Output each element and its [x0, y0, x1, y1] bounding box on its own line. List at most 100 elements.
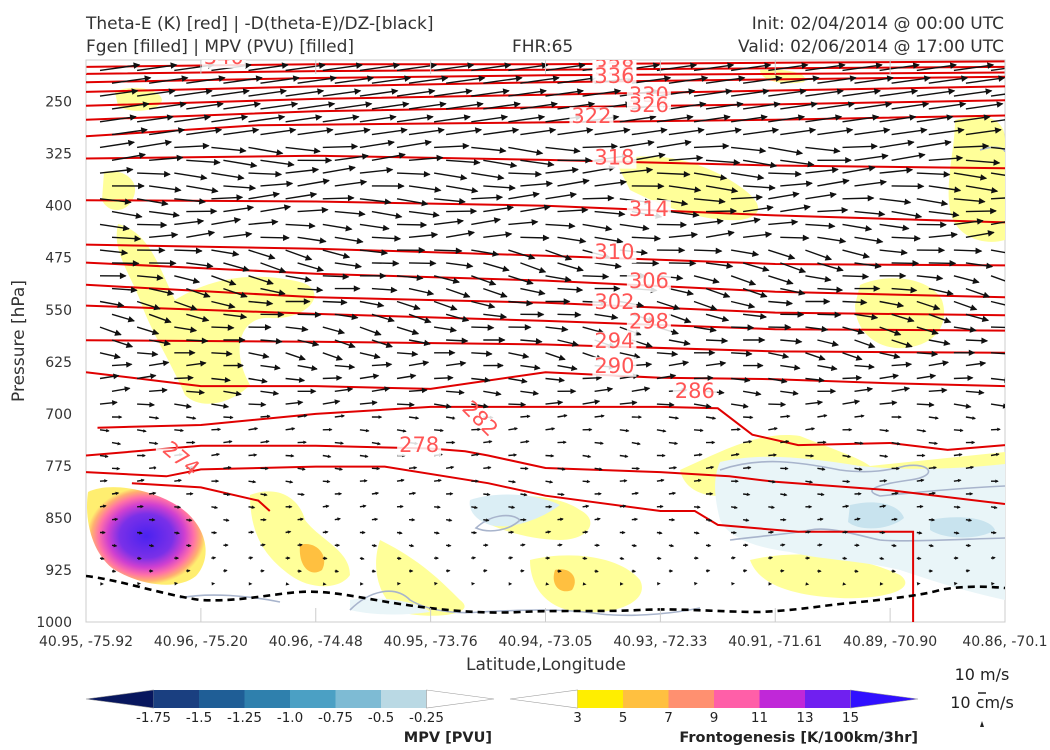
wind-vector-head	[932, 491, 937, 496]
wind-vector	[854, 77, 894, 84]
wind-vector-head	[300, 517, 304, 522]
wind-vector	[780, 129, 816, 136]
y-tick-label: 625	[45, 355, 72, 371]
wind-vector-head	[467, 62, 475, 69]
wind-vector-head	[588, 101, 596, 108]
wind-vector-head	[170, 62, 178, 69]
wind-vector-head	[249, 184, 257, 192]
wind-vector-head	[621, 530, 626, 535]
wind-vector-head	[409, 569, 414, 573]
wind-vector	[248, 64, 288, 72]
wind-vector	[557, 129, 593, 136]
wind-vector-head	[712, 416, 717, 420]
wind-vector-head	[325, 157, 333, 164]
wind-vector-head	[321, 206, 329, 214]
wind-vector-head	[998, 75, 1005, 82]
wind-vector-head	[871, 143, 878, 150]
wind-vector-head	[142, 101, 150, 108]
wind-vector-head	[782, 352, 790, 359]
wind-vector-head	[856, 543, 860, 548]
wind-vector-head	[982, 291, 991, 298]
wind-vector-head	[547, 160, 555, 168]
wind-vector-head	[210, 208, 218, 215]
colorbar-tick-label: -1.75	[136, 710, 171, 726]
wind-vector-head	[104, 454, 109, 458]
wind-vector-head	[325, 504, 330, 509]
colorbar-segment	[714, 690, 760, 708]
wind-vector-head	[795, 149, 804, 156]
wind-vector-head	[875, 62, 883, 69]
wind-vector-head	[681, 199, 689, 207]
wind-vector-head	[362, 504, 367, 509]
wind-vector-head	[802, 234, 810, 242]
wind-vector-head	[563, 440, 567, 445]
wind-vector-head	[865, 225, 873, 232]
wind-vector-head	[116, 466, 121, 471]
wind-vector-head	[922, 429, 927, 433]
wind-vector-head	[524, 324, 532, 331]
colorbar-tick-label: 3	[573, 710, 582, 726]
wind-vector-head	[102, 504, 107, 509]
wind-vector-head	[202, 315, 210, 323]
wind-vector-head	[657, 582, 661, 586]
wind-vector-head	[922, 453, 926, 458]
wind-vector-head	[399, 531, 403, 535]
wind-vector-head	[898, 415, 902, 419]
wind-vector	[842, 90, 881, 97]
colorbar-segment	[850, 689, 919, 709]
wind-vector-head	[678, 246, 686, 254]
wind-vector	[99, 116, 136, 123]
wind-vector-head	[240, 313, 248, 320]
wind-vector-head	[574, 311, 582, 318]
wind-vector-head	[539, 88, 547, 95]
wind-vector-head	[965, 403, 972, 409]
wind-vector-head	[253, 453, 258, 457]
wind-vector-head	[441, 75, 449, 82]
wind-vector	[805, 64, 845, 72]
wind-vector-head	[883, 479, 888, 483]
wind-vector-head	[140, 504, 144, 509]
wind-vector-head	[470, 207, 478, 215]
wind-vector-head	[747, 466, 752, 470]
wind-vector-head	[558, 354, 566, 361]
wind-vector	[891, 77, 931, 84]
wind-vector	[557, 103, 595, 110]
wind-vector-head	[400, 504, 404, 509]
wind-vector	[928, 129, 964, 136]
wind-vector-head	[928, 402, 935, 408]
wind-vector-head	[810, 454, 815, 458]
wind-vector-head	[635, 491, 640, 496]
wind-vector-head	[478, 75, 486, 82]
wind-vector	[260, 77, 300, 84]
wind-vector-head	[893, 352, 901, 360]
wind-vector-head	[488, 302, 496, 309]
wind-vector-head	[205, 88, 213, 95]
wind-vector-head	[955, 556, 959, 560]
wind-vector-head	[823, 414, 828, 418]
contour-label: 306	[629, 269, 669, 293]
wind-vector	[322, 116, 359, 123]
wind-vector-head	[378, 415, 383, 419]
wind-vector-head	[525, 440, 530, 444]
y-tick-label: 700	[45, 407, 72, 423]
wind-vector	[768, 90, 806, 97]
wind-vector-head	[868, 363, 875, 370]
wind-vector	[371, 77, 411, 84]
wind-vector-head	[100, 582, 104, 586]
wind-vector-head	[571, 340, 580, 347]
wind-vector-head	[336, 375, 343, 381]
wind-vector	[928, 77, 968, 84]
wind-vector-head	[286, 556, 291, 560]
wind-vector-head	[384, 198, 392, 205]
wind-vector-head	[647, 139, 655, 147]
wind-vector-head	[410, 373, 417, 380]
wind-vector-head	[447, 543, 452, 548]
wind-vector-head	[949, 62, 958, 69]
wind-vector-head	[360, 582, 364, 586]
wind-vector-head	[838, 62, 846, 69]
wind-vector-head	[402, 101, 410, 108]
wind-vector-head	[106, 428, 110, 433]
wind-vector-head	[298, 354, 306, 361]
y-tick-label: 325	[45, 147, 72, 163]
wind-vector-head	[335, 569, 340, 573]
